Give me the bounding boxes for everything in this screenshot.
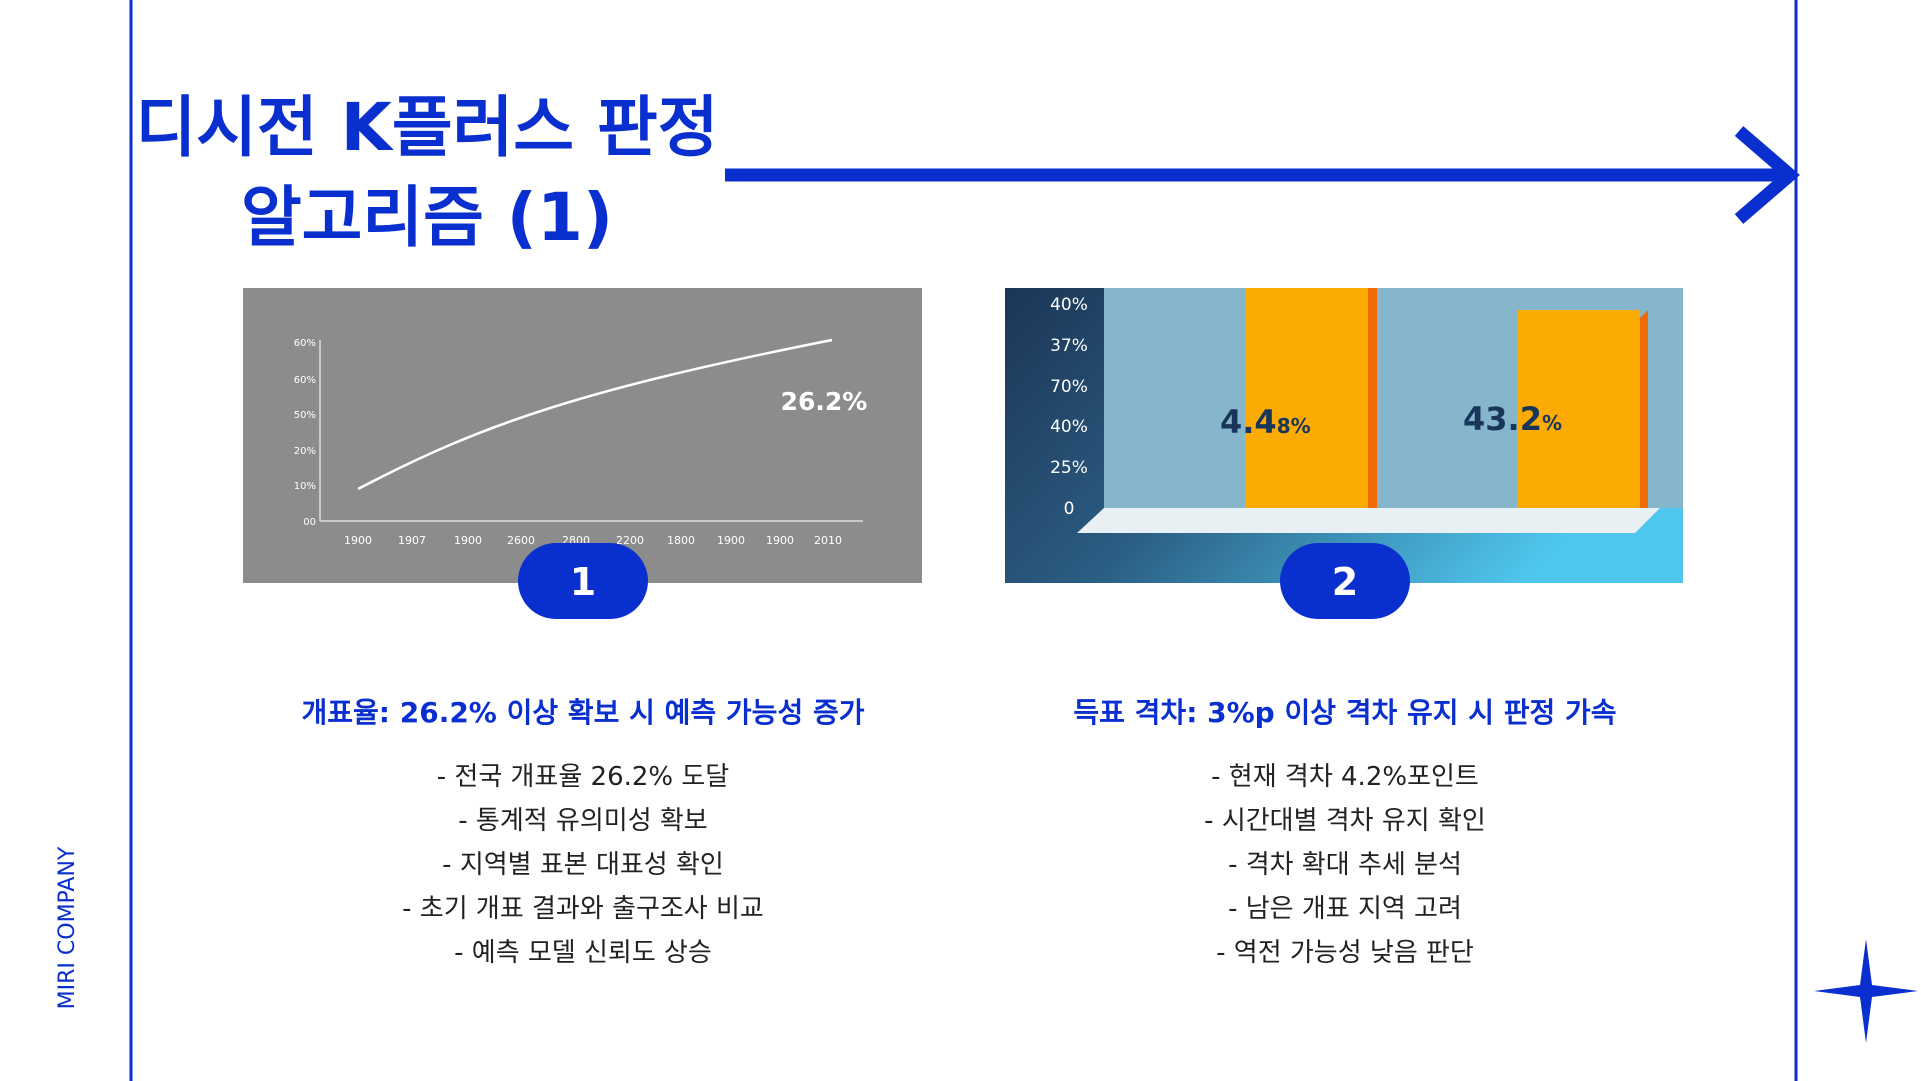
bullet: - 통계적 유의미성 확보	[458, 806, 707, 836]
image-y-label: 20%	[294, 446, 316, 457]
annotation: 26.2%	[781, 387, 868, 416]
image-y-label: 40%	[1050, 417, 1088, 437]
image-y-label: 37%	[1050, 336, 1088, 356]
title-line: 알고리즘 (1)	[241, 179, 613, 256]
image-y-label: 60%	[294, 375, 316, 386]
image-x-label: 1800	[667, 534, 695, 547]
image-x-label: 1900	[454, 534, 482, 547]
star	[1814, 939, 1918, 1043]
image-x-label: 2600	[507, 534, 535, 547]
bar-label: 43.2%	[1463, 400, 1562, 438]
bullet: - 지역별 표본 대표성 확인	[442, 850, 724, 880]
bar-shape	[1517, 310, 1640, 508]
bar-side	[1368, 288, 1377, 508]
panel-heading: 개표율: 26.2% 이상 확보 시 예측 가능성 증가	[302, 696, 865, 729]
badge-number: 1	[570, 560, 596, 604]
bar-label-main: 4.4	[1220, 403, 1277, 441]
image-y-label: 0	[1064, 499, 1075, 519]
bullet: - 전국 개표율 26.2% 도달	[437, 762, 729, 792]
image-y-label: 25%	[1050, 458, 1088, 478]
floor	[1077, 508, 1660, 533]
bar-label: 4.48%	[1220, 403, 1311, 441]
badge	[518, 543, 648, 619]
brand: MIRI COMPANY	[55, 846, 80, 1009]
bar-label-unit: %	[1542, 411, 1562, 435]
image-x-label: 2200	[616, 534, 644, 547]
arrow-head	[1734, 126, 1800, 224]
bar-label-unit: 8%	[1277, 414, 1311, 438]
bullet: - 초기 개표 결과와 출구조사 비교	[402, 894, 764, 924]
bar-label-main: 43.2	[1463, 400, 1542, 438]
bullet: - 역전 가능성 낮음 판단	[1216, 938, 1474, 968]
image-1: 26.2%	[243, 288, 922, 583]
image-x-label: 1900	[717, 534, 745, 547]
bullet: - 남은 개표 지역 고려	[1228, 894, 1462, 924]
image-y-label: 50%	[294, 410, 316, 421]
bullet: - 격차 확대 추세 분석	[1228, 850, 1462, 880]
bar-side	[1640, 310, 1648, 508]
bar-shape	[1245, 288, 1368, 508]
image-y-label: 10%	[294, 481, 316, 492]
image-x-label: 1907	[398, 534, 426, 547]
image-x-label: 1900	[344, 534, 372, 547]
image-x-label: 1900	[766, 534, 794, 547]
curve	[357, 338, 833, 491]
image-y-label: 70%	[1050, 377, 1088, 397]
badge	[1280, 543, 1410, 619]
image-x-label: 2010	[814, 534, 842, 547]
image-2: 4.48% 43.2%	[1005, 288, 1683, 583]
image-y-label: 40%	[1050, 295, 1088, 315]
image-y-label: 60%	[294, 338, 316, 349]
panel-heading: 득표 격차: 3%p 이상 격차 유지 시 판정 가속	[1073, 696, 1616, 729]
bullet: - 예측 모델 신뢰도 상승	[454, 938, 712, 968]
image-y-label: 00	[303, 517, 316, 528]
image-bg	[243, 288, 922, 583]
badge-number: 2	[1332, 560, 1358, 604]
title-line: 디시전 K플러스 판정	[136, 89, 719, 166]
bullet: - 시간대별 격차 유지 확인	[1204, 806, 1486, 836]
bullet: - 현재 격차 4.2%포인트	[1211, 762, 1479, 792]
